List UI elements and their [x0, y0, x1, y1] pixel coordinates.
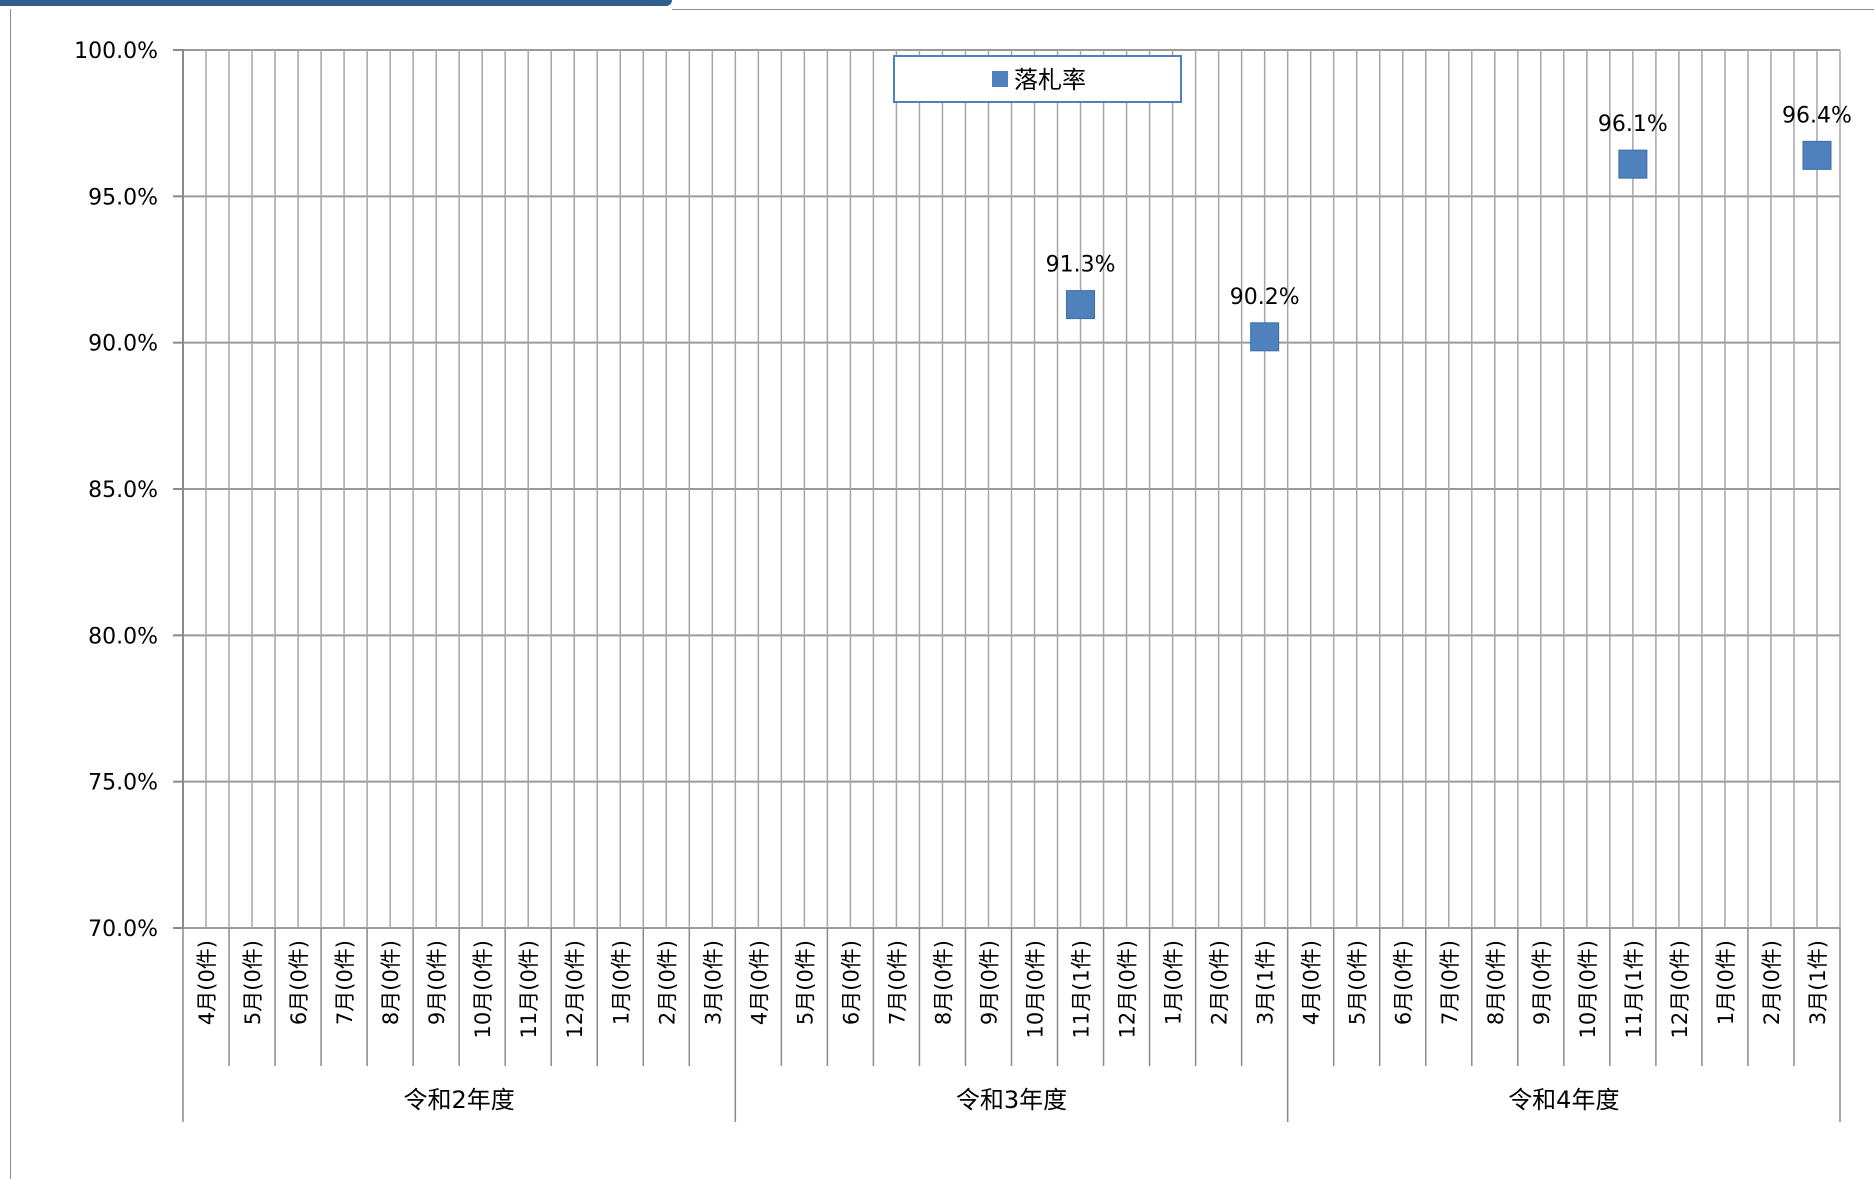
x-category-label: 11月(1件)	[1622, 940, 1646, 1038]
x-category-label: 2月(0件)	[655, 940, 679, 1025]
x-category-label: 7月(0件)	[333, 940, 357, 1025]
y-tick-label: 80.0%	[88, 624, 158, 649]
data-point	[1618, 149, 1648, 179]
x-category-label: 8月(0件)	[931, 940, 955, 1025]
x-group-label: 令和3年度	[956, 1086, 1067, 1114]
x-category-label: 6月(0件)	[287, 940, 311, 1025]
grid	[182, 49, 1841, 929]
data-label: 96.1%	[1598, 112, 1668, 137]
x-category-label: 10月(0件)	[1576, 940, 1600, 1038]
x-category-label: 9月(0件)	[1530, 940, 1554, 1025]
x-category-label: 11月(0件)	[517, 940, 541, 1038]
x-category-label: 1月(0件)	[609, 940, 633, 1025]
x-category-label: 7月(0件)	[1438, 940, 1462, 1025]
x-group-labels: 令和2年度 令和3年度 令和4年度	[404, 1086, 1620, 1114]
x-category-label: 12月(0件)	[563, 940, 587, 1038]
frame-top-border	[672, 9, 1874, 10]
x-group-label: 令和4年度	[1508, 1086, 1619, 1114]
data-point	[1250, 322, 1280, 352]
y-tick-label: 70.0%	[88, 917, 158, 942]
axes	[173, 49, 1841, 1122]
x-category-label: 3月(1件)	[1806, 940, 1830, 1025]
x-category-label: 4月(0件)	[1300, 940, 1324, 1025]
x-category-label: 1月(0件)	[1714, 940, 1738, 1025]
data-label: 91.3%	[1046, 253, 1116, 278]
data-point	[1066, 290, 1096, 320]
x-category-label: 4月(0件)	[195, 940, 219, 1025]
x-category-label: 2月(0件)	[1760, 940, 1784, 1025]
legend-box	[893, 55, 1182, 103]
data-points: 91.3% 90.2% 96.1% 96.4%	[1046, 103, 1852, 352]
x-group-label: 令和2年度	[404, 1086, 515, 1114]
x-category-label: 12月(0件)	[1668, 940, 1692, 1038]
x-category-label: 12月(0件)	[1116, 940, 1140, 1038]
x-category-label: 5月(0件)	[1346, 940, 1370, 1025]
x-category-label: 10月(0件)	[1024, 940, 1048, 1038]
x-category-label: 5月(0件)	[793, 940, 817, 1025]
x-category-label: 2月(0件)	[1208, 940, 1232, 1025]
y-tick-label: 75.0%	[88, 771, 158, 796]
y-tick-label: 95.0%	[88, 185, 158, 210]
x-category-label: 8月(0件)	[1484, 940, 1508, 1025]
x-category-label: 3月(1件)	[1254, 940, 1278, 1025]
y-tick-label: 90.0%	[88, 332, 158, 357]
data-label: 96.4%	[1782, 103, 1852, 128]
x-category-label: 9月(0件)	[977, 940, 1001, 1025]
x-category-label: 11月(1件)	[1070, 940, 1094, 1038]
x-category-label: 6月(0件)	[1392, 940, 1416, 1025]
data-point	[1802, 140, 1832, 170]
y-tick-label: 85.0%	[88, 478, 158, 503]
x-category-label: 1月(0件)	[1162, 940, 1186, 1025]
frame-left-border	[10, 9, 11, 1179]
x-category-label: 6月(0件)	[839, 940, 863, 1025]
x-category-label: 8月(0件)	[379, 940, 403, 1025]
x-category-label: 4月(0件)	[747, 940, 771, 1025]
x-category-label: 10月(0件)	[471, 940, 495, 1038]
x-category-label: 9月(0件)	[425, 940, 449, 1025]
x-category-labels: 4月(0件) 5月(0件) 6月(0件) 7月(0件) 8月(0件) 9月(0件) 10月(…	[195, 940, 1830, 1038]
legend-swatch	[992, 71, 1008, 87]
data-label: 90.2%	[1230, 285, 1300, 310]
x-category-label: 3月(0件)	[701, 940, 725, 1025]
x-category-label: 5月(0件)	[241, 940, 265, 1025]
y-tick-label: 100.0%	[74, 39, 158, 64]
legend-label: 落札率	[1014, 66, 1086, 94]
x-category-label: 7月(0件)	[885, 940, 909, 1025]
frame-tab	[0, 0, 672, 6]
y-tick-labels: 100.0% 95.0% 90.0% 85.0% 80.0% 75.0% 70.0%	[74, 39, 158, 942]
legend[interactable]: 落札率	[893, 55, 1182, 103]
